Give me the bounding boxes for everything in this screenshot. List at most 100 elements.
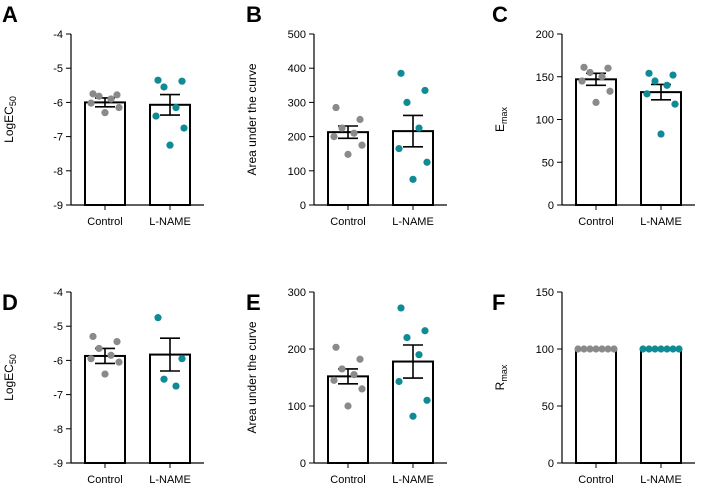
data-point-control	[592, 345, 600, 353]
y-tick-label: 100	[288, 166, 306, 178]
data-point-l-name	[160, 375, 168, 383]
data-point-l-name	[160, 83, 168, 91]
data-point-control	[107, 95, 115, 103]
data-point-control	[101, 109, 109, 117]
data-point-control	[87, 99, 95, 107]
data-point-l-name	[409, 175, 417, 183]
x-tick-label: Control	[87, 216, 122, 228]
x-tick-label: Control	[87, 474, 122, 485]
data-point-l-name	[415, 124, 423, 132]
panel-letter-a: A	[2, 2, 18, 27]
bar-l-name	[640, 348, 682, 464]
data-point-control	[115, 103, 123, 112]
y-tick-label: -6	[53, 97, 63, 109]
y-axis-title-main: LogEC	[2, 364, 16, 401]
data-point-control	[350, 371, 358, 379]
y-tick-label: 100	[536, 115, 554, 127]
y-axis-title-main: Area under the curve	[245, 63, 259, 175]
data-point-control	[113, 337, 121, 346]
y-tick-label: 200	[536, 29, 554, 41]
data-point-control	[350, 129, 358, 137]
y-tick-label: -8	[53, 166, 63, 178]
bar-control	[84, 101, 126, 206]
data-point-control	[338, 124, 346, 132]
data-point-l-name	[645, 345, 653, 353]
y-tick-label: -6	[53, 355, 63, 367]
x-tick-label: L-NAME	[149, 474, 191, 485]
data-point-control	[580, 345, 588, 353]
data-point-control	[344, 150, 352, 158]
data-point-control	[115, 358, 123, 366]
data-point-control	[87, 355, 95, 363]
data-point-control	[356, 115, 364, 124]
x-tick-label: Control	[330, 216, 365, 228]
data-point-l-name	[657, 130, 665, 138]
x-tick-label: Control	[330, 474, 365, 485]
data-point-control	[95, 92, 103, 100]
bar-l-name	[149, 353, 191, 464]
y-axis-title: Area under the curve	[245, 63, 259, 175]
y-tick-label: 500	[288, 29, 306, 41]
x-tick-label: Control	[578, 474, 613, 485]
x-tick-label: L-NAME	[149, 216, 191, 228]
y-tick-label: 0	[300, 458, 306, 470]
data-point-control	[89, 90, 97, 98]
data-point-l-name	[663, 345, 671, 353]
data-point-l-name	[397, 304, 405, 312]
data-point-l-name	[645, 69, 653, 77]
y-axis-title-main: E	[493, 124, 507, 132]
data-point-l-name	[421, 327, 429, 335]
data-point-l-name	[395, 377, 403, 386]
data-point-control	[107, 351, 115, 359]
bar-l-name	[640, 91, 682, 206]
y-axis-title-main: Area under the curve	[245, 321, 259, 433]
y-axis-title: Rmax	[493, 364, 509, 390]
y-tick-label: 300	[288, 287, 306, 299]
data-point-control	[344, 402, 352, 410]
data-point-l-name	[669, 345, 677, 353]
data-point-l-name	[172, 103, 180, 112]
panel-letter-f: F	[492, 290, 505, 315]
data-point-control	[95, 344, 103, 353]
data-point-l-name	[423, 396, 431, 404]
y-tick-label: -7	[53, 132, 63, 144]
data-point-l-name	[180, 124, 188, 132]
bar-control	[575, 78, 617, 206]
y-tick-label: -4	[53, 29, 63, 41]
data-point-control	[89, 332, 97, 341]
y-tick-label: -9	[53, 200, 63, 212]
data-point-l-name	[403, 334, 411, 342]
y-tick-label: 300	[288, 97, 306, 109]
data-point-l-name	[154, 314, 162, 322]
data-point-control	[332, 103, 340, 112]
y-tick-label: 0	[300, 200, 306, 212]
y-tick-label: 50	[542, 401, 554, 413]
data-point-l-name	[671, 100, 679, 108]
data-point-control	[598, 73, 606, 81]
data-point-l-name	[415, 351, 423, 359]
x-tick-label: L-NAME	[640, 474, 682, 485]
y-tick-label: 200	[288, 132, 306, 144]
data-point-control	[606, 87, 614, 95]
data-point-l-name	[651, 345, 659, 353]
data-point-l-name	[657, 345, 665, 353]
data-point-control	[101, 370, 109, 378]
panel-letter-d: D	[2, 290, 18, 315]
y-axis-title-subscript: 50	[8, 354, 18, 364]
data-point-control	[332, 343, 340, 351]
data-point-l-name	[669, 71, 677, 79]
panel-letter-c: C	[492, 2, 508, 27]
data-point-control	[610, 345, 618, 353]
data-point-control	[358, 141, 366, 149]
y-tick-label: -8	[53, 424, 63, 436]
data-point-l-name	[154, 76, 162, 84]
data-point-control	[580, 63, 588, 71]
y-tick-label: 0	[548, 200, 554, 212]
data-point-control	[592, 98, 600, 106]
data-point-l-name	[403, 98, 411, 106]
y-tick-label: 400	[288, 63, 306, 75]
data-point-control	[604, 345, 612, 353]
data-point-l-name	[178, 355, 186, 363]
data-point-l-name	[409, 412, 417, 420]
